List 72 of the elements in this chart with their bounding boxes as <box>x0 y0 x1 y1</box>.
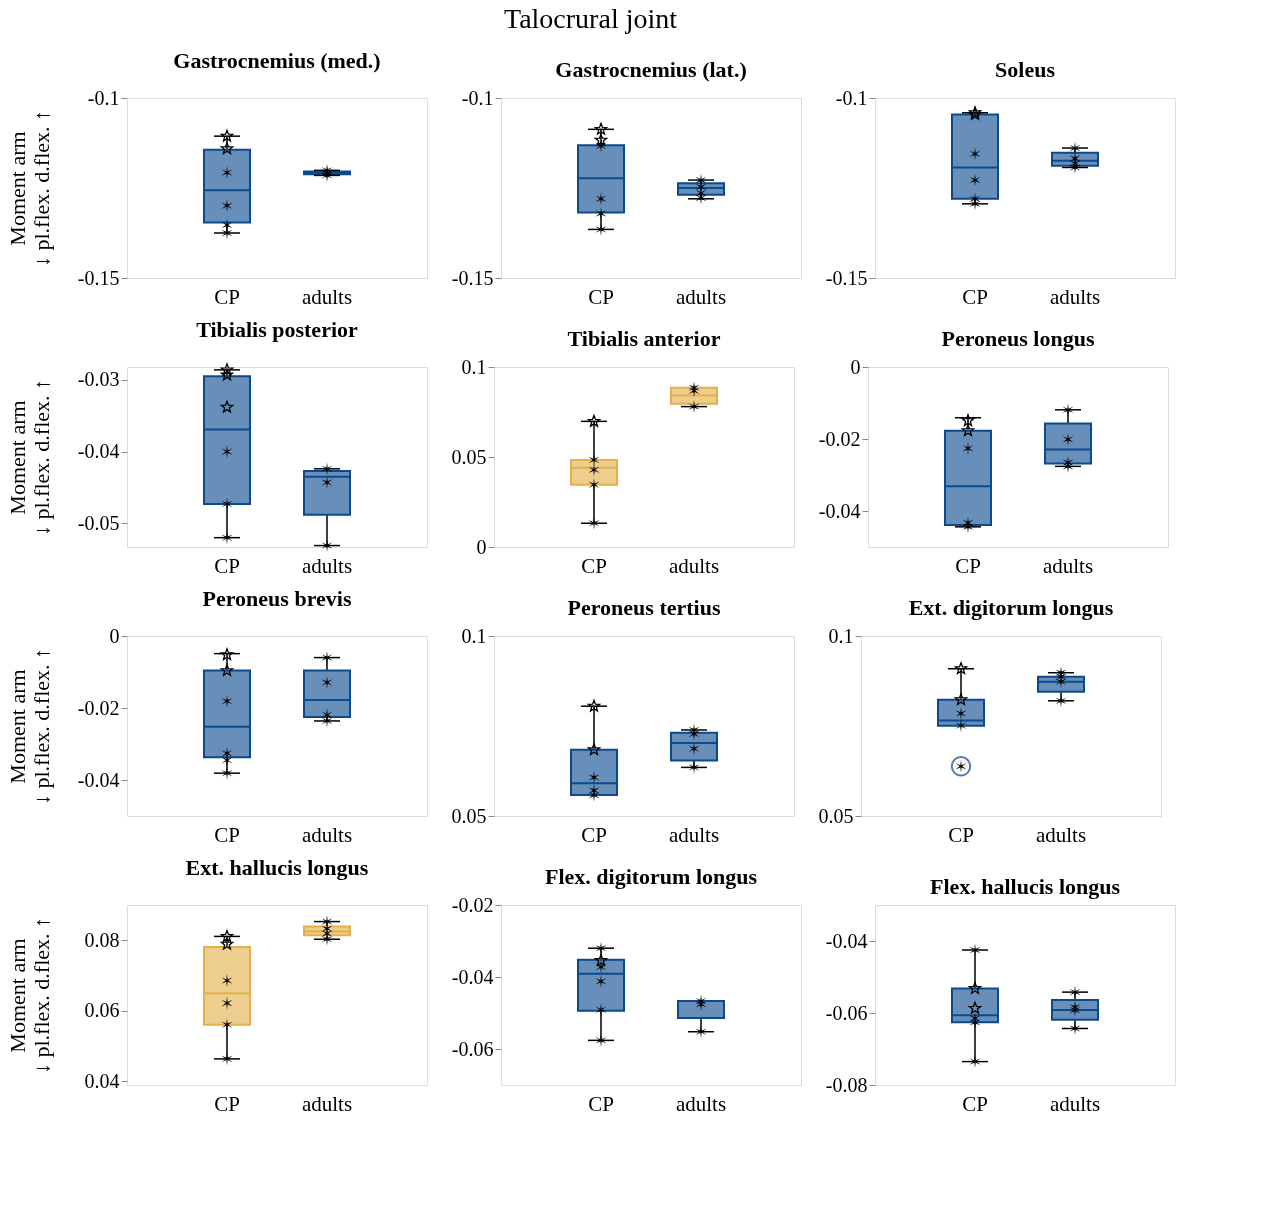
y-tick-label: 0.05 <box>451 445 487 468</box>
y-tick-label: 0.05 <box>451 804 487 827</box>
chart-title: Peroneus longus <box>941 326 1095 351</box>
chart-title: Gastrocnemius (med.) <box>173 48 381 74</box>
x-tick-label: CP <box>581 553 607 578</box>
x-tick-label: adults <box>668 553 720 578</box>
text: Talocrural joint <box>504 2 678 34</box>
x-tick-label: CP <box>214 553 240 578</box>
y-axis-title: Moment arm ↓ pl.flex. d.flex. ↑ <box>4 916 54 1075</box>
chart-title: Tibialis posterior <box>196 317 359 343</box>
y-tick-label: -0.03 <box>77 368 120 391</box>
y-tick-label: 0.1 <box>461 355 487 378</box>
y-tick-label: 0 <box>109 624 120 647</box>
y-tick-label: -0.06 <box>825 1001 868 1024</box>
x-tick-label: adults <box>301 284 353 309</box>
chart-title: Flex. hallucis longus <box>929 874 1121 899</box>
x-tick-label: CP <box>214 1091 240 1116</box>
chart-title: Ext. hallucis longus <box>185 855 369 881</box>
y-tick-label: -0.05 <box>77 511 120 534</box>
x-tick-label: CP <box>214 284 240 309</box>
y-tick-label: 0 <box>850 355 861 378</box>
y-tick-label: -0.02 <box>818 427 861 450</box>
chart-title: Flex. digitorum longus <box>544 864 758 889</box>
chart-title: Gastrocnemius (lat.) <box>555 57 747 82</box>
y-tick-label: -0.1 <box>835 86 868 109</box>
chart-title: Peroneus brevis <box>202 586 352 612</box>
x-tick-label: CP <box>588 1091 614 1116</box>
y-tick-label: -0.08 <box>825 1073 868 1096</box>
chart-title: Soleus <box>995 57 1056 82</box>
x-tick-label: CP <box>962 1091 988 1116</box>
y-tick-label: 0.05 <box>818 804 854 827</box>
x-tick-label: CP <box>581 822 607 847</box>
x-tick-label: adults <box>1035 822 1087 847</box>
x-tick-label: CP <box>588 284 614 309</box>
x-tick-label: adults <box>1049 1091 1101 1116</box>
y-tick-label: -0.15 <box>77 266 120 289</box>
y-tick-label: -0.15 <box>451 266 494 289</box>
x-tick-label: adults <box>1049 284 1101 309</box>
y-tick-label: -0.04 <box>451 965 494 988</box>
y-tick-label: -0.04 <box>77 440 120 463</box>
y-tick-label: -0.1 <box>87 86 120 109</box>
y-tick-label: -0.02 <box>77 696 120 719</box>
x-tick-label: adults <box>675 1091 727 1116</box>
x-tick-label: adults <box>668 822 720 847</box>
x-tick-label: adults <box>301 822 353 847</box>
y-tick-label: 0.08 <box>84 928 120 951</box>
x-tick-label: adults <box>301 553 353 578</box>
y-tick-label: -0.15 <box>825 266 868 289</box>
x-tick-label: adults <box>1042 553 1094 578</box>
chart-title: Tibialis anterior <box>567 326 721 351</box>
y-tick-label: 0 <box>476 535 487 558</box>
chart-title: Peroneus tertius <box>567 595 721 620</box>
y-axis-title: Moment arm ↓ pl.flex. d.flex. ↑ <box>4 378 54 537</box>
x-tick-label: adults <box>675 284 727 309</box>
y-tick-label: 0.04 <box>84 1069 120 1092</box>
y-axis-title: Moment arm ↓ pl.flex. d.flex. ↑ <box>4 647 54 806</box>
y-tick-label: -0.1 <box>461 86 494 109</box>
x-tick-label: CP <box>955 553 981 578</box>
y-tick-label: 0.06 <box>84 999 120 1022</box>
x-tick-label: CP <box>962 284 988 309</box>
chart-title: Ext. digitorum longus <box>908 595 1114 620</box>
x-tick-label: CP <box>948 822 974 847</box>
y-tick-label: -0.02 <box>451 893 494 916</box>
y-tick-label: -0.06 <box>451 1037 494 1060</box>
y-tick-label: 0.1 <box>828 624 854 647</box>
x-tick-label: CP <box>214 822 240 847</box>
y-tick-label: -0.04 <box>77 768 120 791</box>
y-axis-title: Moment arm ↓ pl.flex. d.flex. ↑ <box>4 109 54 268</box>
y-tick-label: 0.1 <box>461 624 487 647</box>
y-tick-label: -0.04 <box>818 499 861 522</box>
y-tick-label: -0.04 <box>825 929 868 952</box>
x-tick-label: adults <box>301 1091 353 1116</box>
